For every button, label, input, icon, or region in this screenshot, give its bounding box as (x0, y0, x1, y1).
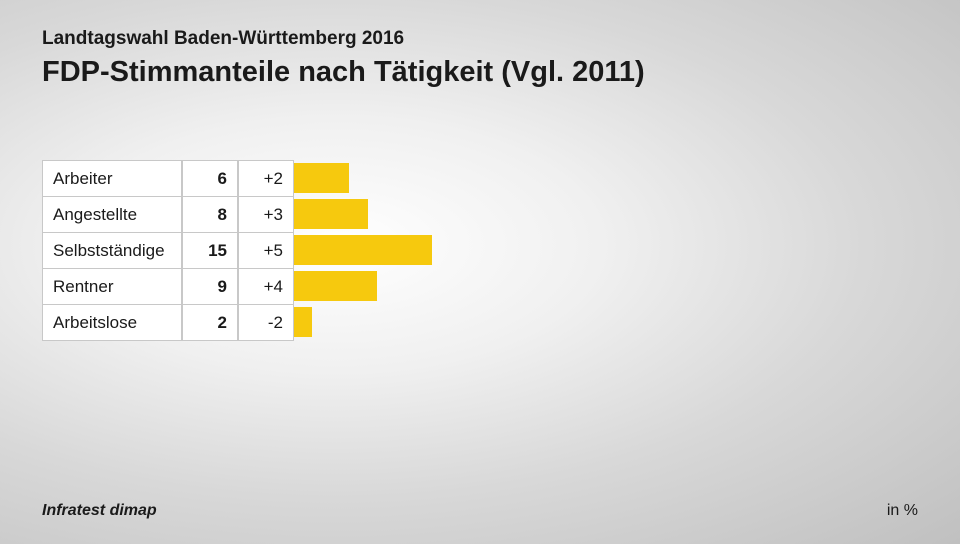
bar-area (294, 232, 432, 268)
row-value: 9 (182, 268, 238, 305)
row-value: 15 (182, 232, 238, 269)
row-label: Rentner (42, 268, 182, 305)
bar (294, 199, 368, 229)
row-change: -2 (238, 304, 294, 341)
bar (294, 235, 432, 265)
chart-subtitle: Landtagswahl Baden-Württemberg 2016 (42, 28, 918, 50)
chart-container: Landtagswahl Baden-Württemberg 2016 FDP-… (0, 0, 960, 369)
chart-title: FDP-Stimmanteile nach Tätigkeit (Vgl. 20… (42, 56, 918, 89)
bar-area (294, 160, 349, 196)
table-row: Arbeitslose 2 -2 (42, 305, 918, 341)
bar-area (294, 304, 312, 340)
row-value: 6 (182, 160, 238, 197)
bar (294, 271, 377, 301)
table-row: Angestellte 8 +3 (42, 197, 918, 233)
bar-area (294, 268, 377, 304)
row-label: Arbeiter (42, 160, 182, 197)
row-label: Arbeitslose (42, 304, 182, 341)
unit-label: in % (887, 502, 918, 520)
source-label: Infratest dimap (42, 502, 157, 520)
bar (294, 307, 312, 337)
table-row: Arbeiter 6 +2 (42, 161, 918, 197)
table-row: Rentner 9 +4 (42, 269, 918, 305)
row-label: Angestellte (42, 196, 182, 233)
row-change: +5 (238, 232, 294, 269)
row-change: +3 (238, 196, 294, 233)
table-row: Selbstständige 15 +5 (42, 233, 918, 269)
bar (294, 163, 349, 193)
row-change: +2 (238, 160, 294, 197)
row-value: 2 (182, 304, 238, 341)
chart-footer: Infratest dimap in % (42, 502, 918, 520)
row-label: Selbstständige (42, 232, 182, 269)
row-change: +4 (238, 268, 294, 305)
bar-area (294, 196, 368, 232)
row-value: 8 (182, 196, 238, 233)
bar-chart: Arbeiter 6 +2 Angestellte 8 +3 Selbststä… (42, 161, 918, 341)
